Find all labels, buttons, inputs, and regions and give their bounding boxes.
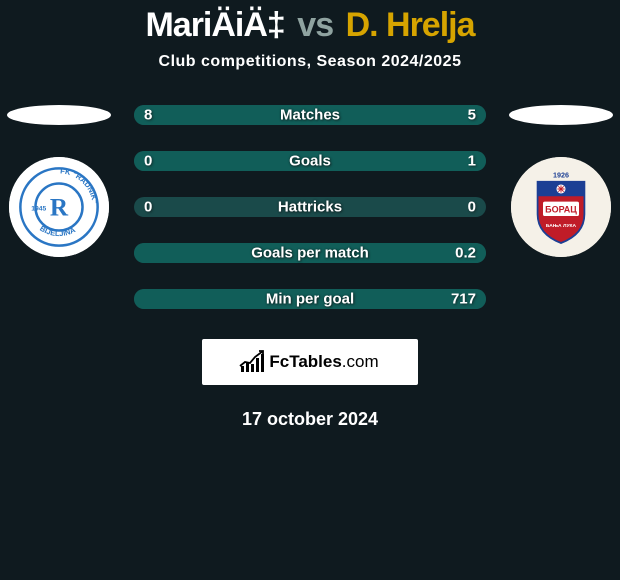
stat-value-left: 8 [144,107,152,124]
brand-name: FcTables [269,352,341,371]
brand-text: FcTables.com [269,352,378,372]
player2-name: D. Hrelja [346,6,475,44]
stat-value-right: 1 [468,153,476,170]
stat-value-right: 717 [451,291,476,308]
date-label: 17 october 2024 [0,409,620,430]
right-side: 1926 БОРАЦ БАЊА ЛУКА [506,105,616,257]
right-flag [509,105,613,125]
svg-text:R: R [50,194,69,221]
svg-text:БОРАЦ: БОРАЦ [545,204,577,214]
comparison-title: MariÄiÄ‡ vs D. Hrelja [0,6,620,45]
vs-label: vs [297,6,333,44]
stat-bar: Goals0 1 [134,151,486,171]
player1-name: MariÄiÄ‡ [145,6,284,44]
widget-root: MariÄiÄ‡ vs D. Hrelja Club competitions,… [0,0,620,430]
stat-value-right: 5 [468,107,476,124]
content-row: FK "RADNIK" BIJELJINA 1945 R Matches8 5 Go… [0,105,620,309]
borac-crest-icon: 1926 БОРАЦ БАЊА ЛУКА [516,162,606,252]
stat-value-right: 0.2 [455,245,476,262]
stat-bars: Matches85Goals01Hattricks00Goals per mat… [134,105,486,309]
brand-chart-icon [241,352,265,372]
brand-box[interactable]: FcTables.com [202,339,418,385]
svg-text:1926: 1926 [553,170,569,179]
stat-value-left: 0 [144,153,152,170]
stat-bar: Hattricks0 0 [134,197,486,217]
stat-bar: Min per goal717 [134,289,486,309]
stat-label: Matches [134,107,486,124]
brand-domain: .com [342,352,379,371]
svg-text:1945: 1945 [31,205,46,212]
right-club-crest: 1926 БОРАЦ БАЊА ЛУКА [511,157,611,257]
stat-value-right: 0 [468,199,476,216]
left-side: FK "RADNIK" BIJELJINA 1945 R [4,105,114,257]
stat-label: Goals per match [134,245,486,262]
stat-label: Min per goal [134,291,486,308]
subtitle: Club competitions, Season 2024/2025 [0,53,620,71]
left-club-crest: FK "RADNIK" BIJELJINA 1945 R [9,157,109,257]
stat-value-left: 0 [144,199,152,216]
radnik-crest-icon: FK "RADNIK" BIJELJINA 1945 R [17,165,101,249]
stat-bar: Matches8 5 [134,105,486,125]
stat-bar: Goals per match0.2 [134,243,486,263]
svg-text:БАЊА ЛУКА: БАЊА ЛУКА [546,223,577,229]
left-flag [7,105,111,125]
stat-label: Goals [134,153,486,170]
stat-label: Hattricks [134,199,486,216]
